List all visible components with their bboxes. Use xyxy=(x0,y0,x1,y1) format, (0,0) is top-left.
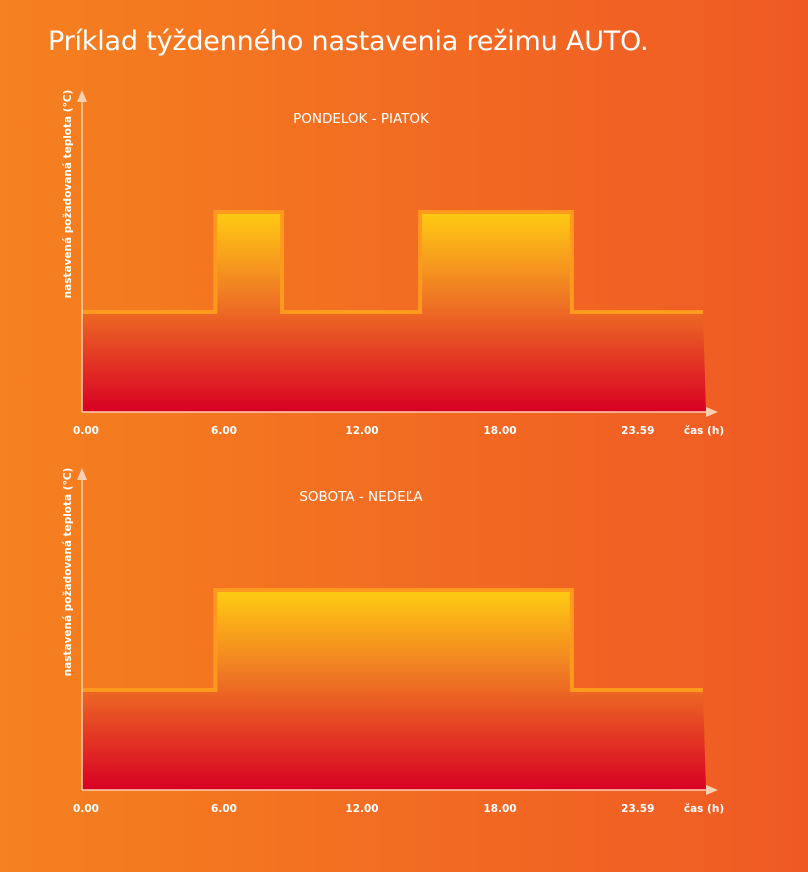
x-tick-label: 6.00 xyxy=(211,803,237,815)
chart-title: PONDELOK - PIATOK xyxy=(293,111,430,127)
x-axis-arrow xyxy=(706,785,718,795)
x-tick-label: 23.59 xyxy=(621,425,654,437)
x-tick-label: 12.00 xyxy=(345,425,378,437)
segment-low-0 xyxy=(82,690,215,790)
x-axis-arrow xyxy=(706,407,718,417)
y-axis-arrow xyxy=(77,468,87,480)
x-tick-label: 18.00 xyxy=(483,425,516,437)
segment-high-1 xyxy=(215,590,572,790)
y-axis-label: nastavená požadovaná teplota (°C) xyxy=(62,90,74,299)
temperature-area xyxy=(82,590,706,790)
temperature-step-line xyxy=(82,588,703,692)
x-tick-label: 0.00 xyxy=(73,425,99,437)
chart-weekend: SOBOTA - NEDEĽA nastavená požadovaná tepl… xyxy=(62,468,724,815)
x-tick-label: 18.00 xyxy=(483,803,516,815)
x-tick-label: 23.59 xyxy=(621,803,654,815)
segment-low-2 xyxy=(572,690,703,790)
segment-low-0 xyxy=(82,312,215,412)
segment-high-1 xyxy=(215,212,282,412)
chart-title: SOBOTA - NEDEĽA xyxy=(299,489,423,505)
x-axis-label: čas (h) xyxy=(684,425,724,437)
x-tick-label: 0.00 xyxy=(73,803,99,815)
page-title: Príklad týždenného nastavenia režimu AUT… xyxy=(48,26,649,57)
x-tick-label: 6.00 xyxy=(211,425,237,437)
x-tick-label: 12.00 xyxy=(345,803,378,815)
chart-weekdays: PONDELOK - PIATOK nastavená požadovaná te… xyxy=(62,90,724,437)
temperature-step-line xyxy=(82,210,703,314)
y-axis-arrow xyxy=(77,90,87,102)
y-axis-label: nastavená požadovaná teplota (°C) xyxy=(62,468,74,677)
segment-low-4 xyxy=(572,312,703,412)
segment-high-3 xyxy=(420,212,572,412)
x-axis-label: čas (h) xyxy=(684,803,724,815)
segment-low-2 xyxy=(282,312,420,412)
